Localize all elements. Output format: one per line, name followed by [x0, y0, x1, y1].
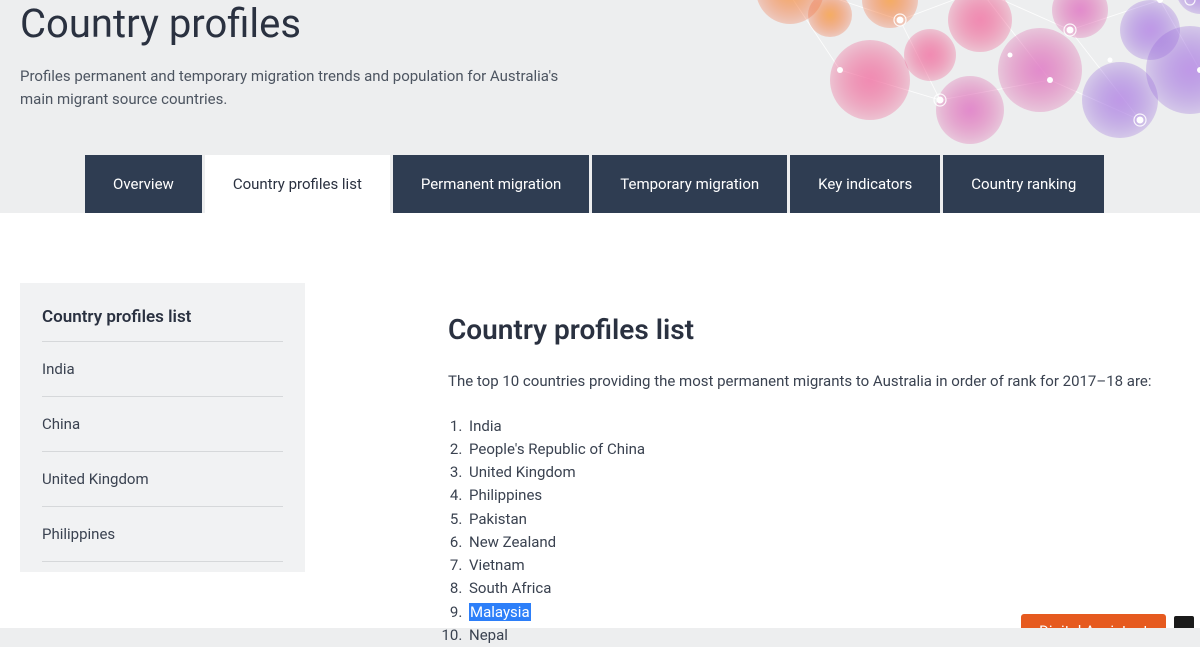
main-intro: The top 10 countries providing the most …	[448, 370, 1160, 393]
page-title: Country profiles	[20, 0, 1180, 47]
sidebar-item-philippines[interactable]: Philippines	[42, 507, 283, 562]
side-widget[interactable]	[1174, 616, 1194, 628]
ranked-list: IndiaPeople's Republic of ChinaUnited Ki…	[448, 415, 1160, 647]
page-subtitle: Profiles permanent and temporary migrati…	[20, 65, 580, 112]
sidebar-title: Country profiles list	[42, 307, 283, 342]
sidebar-item-united-kingdom[interactable]: United Kingdom	[42, 452, 283, 507]
tab-key-indicators[interactable]: Key indicators	[790, 155, 940, 213]
ranked-item[interactable]: New Zealand	[466, 531, 1160, 554]
tab-temporary-migration[interactable]: Temporary migration	[592, 155, 787, 213]
sidebar-item-india[interactable]: India	[42, 342, 283, 397]
tab-nav: OverviewCountry profiles listPermanent m…	[85, 155, 1200, 213]
ranked-item[interactable]: People's Republic of China	[466, 438, 1160, 461]
main-heading: Country profiles list	[448, 313, 1160, 346]
ranked-item[interactable]: India	[466, 415, 1160, 438]
digital-assistant-button[interactable]: Digital Assistant	[1021, 614, 1166, 628]
sidebar-item-china[interactable]: China	[42, 397, 283, 452]
ranked-item[interactable]: Vietnam	[466, 554, 1160, 577]
sidebar: Country profiles list IndiaChinaUnited K…	[20, 283, 305, 572]
ranked-item[interactable]: Philippines	[466, 484, 1160, 507]
tab-country-ranking[interactable]: Country ranking	[943, 155, 1104, 213]
ranked-item[interactable]: South Africa	[466, 577, 1160, 600]
main-content: Country profiles list The top 10 countri…	[448, 313, 1160, 647]
highlighted-text: Malaysia	[469, 603, 531, 621]
ranked-item[interactable]: United Kingdom	[466, 461, 1160, 484]
ranked-item[interactable]: Pakistan	[466, 508, 1160, 531]
tab-permanent-migration[interactable]: Permanent migration	[393, 155, 589, 213]
tab-country-profiles-list[interactable]: Country profiles list	[205, 155, 390, 213]
tab-overview[interactable]: Overview	[85, 155, 202, 213]
